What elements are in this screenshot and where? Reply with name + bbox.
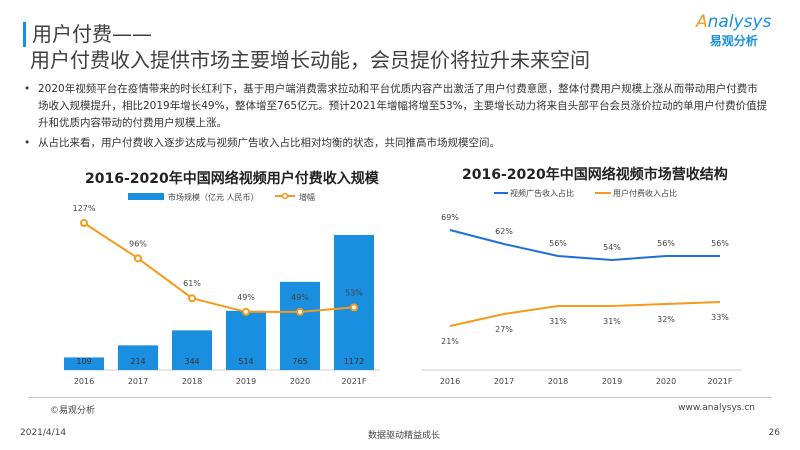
x-tick-label: 2017 — [494, 377, 514, 386]
x-tick-label: 2020 — [656, 377, 676, 386]
ad-share-label: 54% — [603, 243, 621, 252]
x-tick-label: 2020 — [290, 377, 310, 386]
x-tick-label: 2016 — [440, 377, 460, 386]
bar-value-label: 1172 — [344, 357, 364, 366]
website: www.analysys.cn — [678, 403, 755, 413]
legend-line-marker — [281, 192, 289, 200]
bullet-text: 从占比来看，用户付费收入逐步达成与视频广告收入占比相对均衡的状态，共同推高市场规… — [24, 135, 768, 152]
bar — [172, 330, 212, 370]
logo-cn: 易观分析 — [709, 34, 758, 48]
x-tick-label: 2016 — [74, 377, 94, 386]
bar — [280, 281, 320, 370]
page-subtitle: 用户付费收入提供市场主要增长动能，会员提价将拉升未来空间 — [30, 48, 590, 72]
date: 2021/4/14 — [20, 428, 67, 438]
growth-label: 127% — [73, 204, 96, 213]
paid-share-label: 31% — [549, 317, 567, 326]
bar — [226, 310, 266, 370]
footer-divider — [28, 397, 772, 398]
x-tick-label: 2019 — [602, 377, 622, 386]
slogan: 数据驱动精益成长 — [368, 431, 441, 441]
x-tick-label: 2021F — [342, 377, 367, 386]
paid-share-label: 27% — [495, 325, 513, 334]
growth-point — [296, 307, 304, 316]
bar-value-label: 765 — [292, 357, 307, 366]
growth-label: 49% — [291, 293, 309, 302]
legend-bar-swatch — [128, 193, 164, 200]
legend-bar-label: 市场规模（亿元 人民币） — [168, 192, 259, 202]
bar — [118, 345, 158, 370]
logo-prefix: A — [696, 12, 708, 32]
growth-label: 96% — [129, 239, 147, 248]
bar-value-label: 514 — [238, 357, 253, 366]
ad-share-label: 69% — [441, 213, 459, 222]
ad-share-line — [449, 229, 720, 262]
page-title: 用户付费—— — [32, 22, 152, 46]
growth-label: 61% — [183, 279, 201, 288]
x-tick-label: 2017 — [128, 377, 148, 386]
growth-label: 49% — [237, 293, 255, 302]
title-accent-bar — [23, 22, 26, 47]
x-tick-label: 2019 — [236, 377, 256, 386]
legend-paid-label: 用户付费收入占比 — [613, 188, 677, 198]
ad-share-label: 56% — [549, 239, 567, 248]
paid-share-label: 33% — [711, 313, 729, 322]
logo-text: nalysys — [707, 12, 772, 32]
chart-title-right: 2016-2020年中国网络视频市场营收结构 — [462, 167, 728, 183]
x-tick-label: 2018 — [182, 377, 202, 386]
source-note: ©易观分析 — [50, 406, 96, 416]
chart-title-left: 2016-2020年中国网络视频用户付费收入规模 — [85, 171, 379, 187]
legend-line-label: 增幅 — [299, 192, 315, 202]
bar-value-label: 109 — [76, 357, 91, 366]
growth-point — [188, 294, 196, 303]
x-tick-label: 2018 — [548, 377, 568, 386]
ad-share-label: 56% — [657, 239, 675, 248]
bar-value-label: 214 — [130, 357, 145, 366]
bar — [64, 357, 104, 370]
x-tick-label: 2021F — [708, 377, 733, 386]
legend-ad-label: 视频广告收入占比 — [510, 188, 574, 198]
analysys-logo: Analysys 易观分析 — [696, 12, 771, 49]
growth-point — [242, 307, 250, 316]
growth-label: 53% — [345, 288, 363, 297]
paid-share-label: 21% — [441, 337, 459, 346]
paid-share-line — [449, 301, 721, 327]
bullet-text: 2020年视频平台在疫情带来的时长红利下，基于用户端消费需求拉动和平台优质内容产… — [24, 81, 768, 132]
ad-share-label: 62% — [495, 227, 513, 236]
growth-point — [134, 254, 142, 263]
growth-point — [80, 219, 88, 227]
paid-share-label: 31% — [603, 317, 621, 326]
page-number: 26 — [768, 428, 780, 438]
ad-share-label: 56% — [711, 239, 729, 248]
growth-line — [83, 222, 355, 313]
bar-value-label: 344 — [184, 357, 199, 366]
paid-share-label: 32% — [657, 315, 675, 324]
bar — [334, 234, 374, 370]
growth-point — [350, 303, 358, 312]
